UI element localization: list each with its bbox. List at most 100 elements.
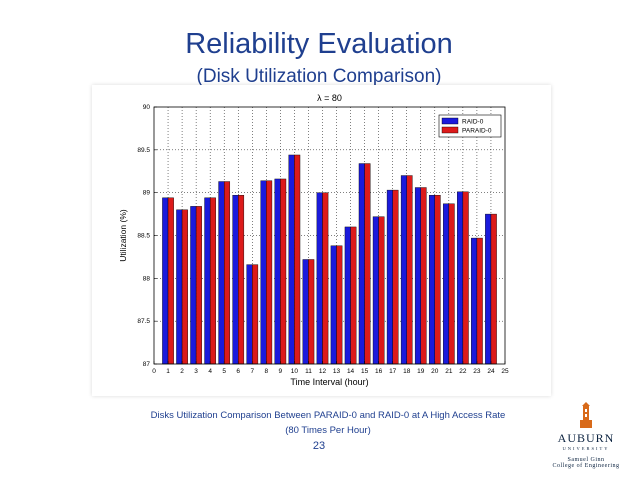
x-tick-label: 8 — [265, 368, 269, 375]
bar-raid0-7 — [246, 264, 253, 365]
bar-raid0-22 — [457, 191, 464, 365]
logo-line-2: College of Engineering — [552, 463, 620, 469]
x-tick-label: 5 — [222, 368, 226, 375]
bar-paraid0-11 — [308, 259, 315, 365]
x-axis-label: Time Interval (hour) — [290, 377, 368, 387]
chart-frame: 0 1 2 3 4 5 6 7 8 9 10 11 12 13 14 15 16 17 18 19 20 21 22 23 24… — [92, 85, 551, 396]
bar-paraid0-1 — [167, 197, 174, 365]
x-tick-label: 13 — [333, 368, 341, 375]
bar-raid0-9 — [274, 178, 281, 365]
legend: RAID-0 PARAID-0 — [438, 114, 502, 138]
auburn-logo: AUBURN UNIVERSITY Samuel Ginn College of… — [540, 400, 632, 472]
x-tick-label: 2 — [180, 368, 184, 375]
slide-title: Reliability Evaluation — [185, 28, 453, 60]
bar-paraid0-8 — [266, 180, 273, 365]
bar-raid0-2 — [176, 209, 183, 365]
bar-raid0-4 — [204, 197, 211, 365]
bar-paraid0-19 — [420, 187, 427, 365]
bar-paraid0-4 — [209, 197, 216, 365]
legend-swatch-paraid — [441, 126, 459, 134]
bar-paraid0-13 — [336, 245, 343, 365]
x-tick-label: 24 — [487, 368, 495, 375]
x-tick-label: 21 — [445, 368, 453, 375]
x-tick-label: 6 — [236, 368, 240, 375]
bar-paraid0-15 — [364, 163, 371, 365]
bar-paraid0-20 — [434, 195, 441, 365]
bar-paraid0-24 — [490, 213, 497, 365]
bar-raid0-16 — [372, 216, 379, 365]
x-tick-label: 18 — [403, 368, 411, 375]
bar-raid0-23 — [471, 237, 478, 365]
bar-paraid0-18 — [406, 175, 413, 365]
y-tick-label: 89.5 — [137, 147, 150, 154]
x-tick-label: 9 — [279, 368, 283, 375]
bar-raid0-24 — [485, 213, 492, 365]
bar-raid0-19 — [414, 187, 421, 365]
x-tick-label: 22 — [459, 368, 467, 375]
x-tick-label: 15 — [361, 368, 369, 375]
y-tick-label: 90 — [143, 104, 151, 111]
y-tick-label: 87.5 — [137, 318, 150, 325]
y-tick-label: 88 — [143, 275, 151, 282]
bar-raid0-13 — [330, 245, 337, 365]
bar-paraid0-10 — [294, 154, 301, 365]
logo-line-1: Samuel Ginn — [567, 457, 605, 463]
bar-raid0-21 — [443, 203, 450, 365]
bar-paraid0-17 — [392, 189, 399, 365]
bar-paraid0-2 — [181, 209, 188, 365]
bar-raid0-17 — [386, 189, 393, 365]
x-tick-label: 7 — [250, 368, 254, 375]
bar-raid0-10 — [288, 154, 295, 365]
caption-line-2: (80 Times Per Hour) — [285, 425, 371, 436]
bar-paraid0-21 — [448, 203, 455, 365]
bar-paraid0-5 — [223, 181, 231, 365]
tower-icon — [580, 402, 592, 428]
x-tick-label: 20 — [431, 368, 439, 375]
bar-raid0-18 — [400, 175, 407, 365]
bar-raid0-12 — [316, 192, 323, 365]
bars-layer — [162, 154, 497, 365]
bar-paraid0-12 — [322, 192, 329, 365]
bar-paraid0-9 — [280, 178, 287, 365]
caption-line-1: Disks Utilization Comparison Between PAR… — [150, 410, 506, 421]
x-tick-label: 16 — [375, 368, 383, 375]
bar-raid0-15 — [358, 163, 365, 365]
chart-title: λ = 80 — [317, 93, 342, 103]
y-tick-label: 87 — [143, 361, 151, 368]
legend-swatch-raid — [441, 117, 459, 125]
bar-raid0-1 — [162, 197, 169, 365]
x-tick-label: 3 — [194, 368, 198, 375]
figure-caption: Disks Utilization Comparison Between PAR… — [100, 408, 556, 438]
logo-university: UNIVERSITY — [562, 446, 610, 451]
legend-label-paraid: PARAID-0 — [462, 128, 492, 135]
y-axis-label: Utilization (%) — [118, 209, 128, 262]
bar-raid0-11 — [302, 259, 309, 365]
x-tick-label: 11 — [305, 368, 312, 375]
legend-label-raid: RAID-0 — [462, 119, 484, 126]
bar-raid0-3 — [190, 206, 197, 365]
y-tick-label: 88.5 — [137, 233, 150, 240]
x-tick-label: 19 — [417, 368, 425, 375]
grid-layer — [154, 107, 505, 364]
bar-chart: 0 1 2 3 4 5 6 7 8 9 10 11 12 13 14 15 16 17 18 19 20 21 22 23 24… — [118, 93, 509, 387]
x-tick-label: 10 — [291, 368, 299, 375]
bar-paraid0-23 — [476, 237, 483, 365]
bar-raid0-5 — [218, 181, 225, 365]
bar-paraid0-16 — [378, 216, 385, 365]
bar-paraid0-7 — [252, 264, 259, 365]
bar-raid0-6 — [232, 195, 239, 365]
bar-paraid0-22 — [462, 191, 469, 365]
page-number: 23 — [312, 440, 326, 452]
x-tick-label: 4 — [208, 368, 212, 375]
bar-paraid0-3 — [195, 206, 202, 365]
bar-raid0-14 — [344, 226, 351, 365]
bar-raid0-20 — [428, 195, 435, 365]
x-tick-label: 1 — [166, 368, 170, 375]
bar-raid0-8 — [260, 180, 267, 365]
bar-paraid0-6 — [238, 195, 245, 365]
y-tick-label: 89 — [143, 190, 151, 197]
x-tick-label: 12 — [319, 368, 327, 375]
x-tick-label: 25 — [501, 368, 509, 375]
x-tick-label: 17 — [389, 368, 397, 375]
x-tick-label: 0 — [152, 368, 156, 375]
